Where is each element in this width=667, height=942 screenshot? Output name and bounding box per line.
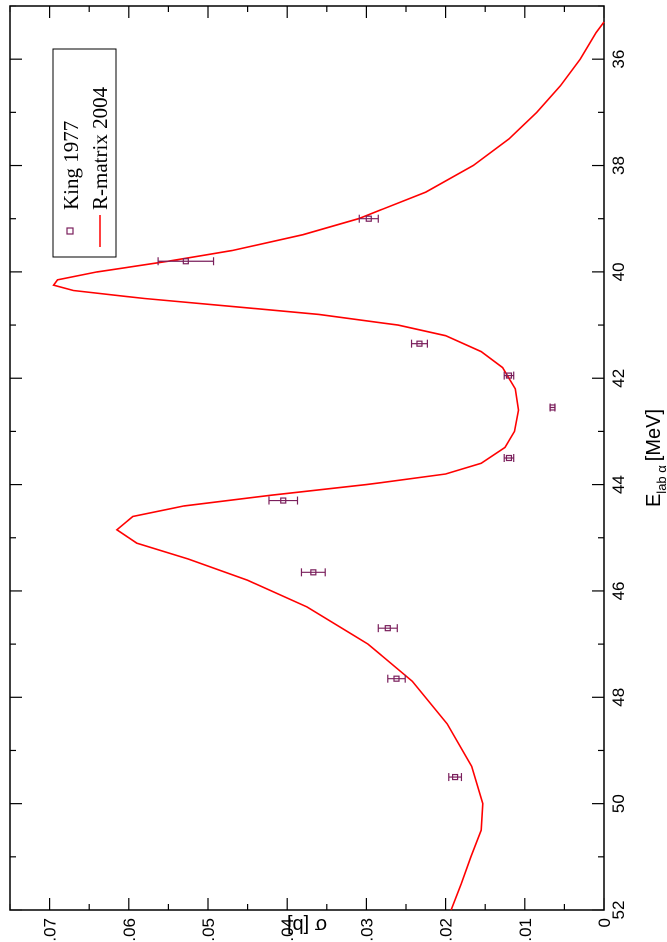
x-axis-title: Elab α[MeV] — [643, 409, 667, 507]
data-point — [393, 675, 400, 682]
x-tick-label: 46 — [609, 581, 628, 600]
data-point — [384, 625, 391, 632]
data-point — [505, 372, 513, 379]
y-tick-label: 0 — [595, 918, 614, 927]
x-tick-label: 42 — [609, 369, 628, 388]
legend-marker-king — [66, 227, 74, 235]
legend: King 1977 R-matrix 2004 — [52, 48, 117, 258]
svg-text:Elab α[MeV]: Elab α[MeV] — [643, 409, 667, 507]
series-line-rmatrix — [52, 21, 605, 911]
data-point — [452, 773, 459, 781]
y-tick-label: 0.07 — [41, 918, 60, 942]
plot-frame — [9, 5, 605, 911]
y-tick-label: 0.04 — [278, 918, 297, 942]
curve-layer — [52, 21, 605, 911]
data-point — [310, 569, 317, 576]
data-point — [280, 497, 287, 504]
x-tick-label: 38 — [609, 156, 628, 175]
legend-box — [52, 48, 117, 258]
data-point — [505, 454, 513, 462]
y-tick-label: 0.03 — [357, 918, 376, 942]
x-tick-label: 50 — [609, 794, 628, 813]
y-tick-label: 0.06 — [120, 918, 139, 942]
data-point — [549, 404, 556, 411]
x-tick-label: 40 — [609, 262, 628, 281]
legend-label-king: King 1977 — [59, 121, 83, 210]
points-layer — [157, 214, 556, 782]
x-tick-label: 44 — [609, 475, 628, 494]
legend-label-rmatrix: R-matrix 2004 — [88, 86, 112, 210]
x-tick-label: 52 — [609, 901, 628, 920]
ticks: 36 38 40 42 44 46 48 50 520 0.01 0.02 0.03 0.04 0.05 0… — [9, 5, 628, 942]
x-tick-label: 48 — [609, 688, 628, 707]
data-point — [182, 258, 189, 265]
y-axis-title: σ [b] — [287, 914, 327, 936]
y-tick-label: 0.05 — [199, 918, 218, 942]
y-tick-label: 0.01 — [516, 918, 535, 942]
data-point — [365, 215, 372, 222]
data-point — [416, 340, 423, 347]
y-tick-label: 0.02 — [437, 918, 456, 942]
x-tick-label: 36 — [609, 50, 628, 69]
